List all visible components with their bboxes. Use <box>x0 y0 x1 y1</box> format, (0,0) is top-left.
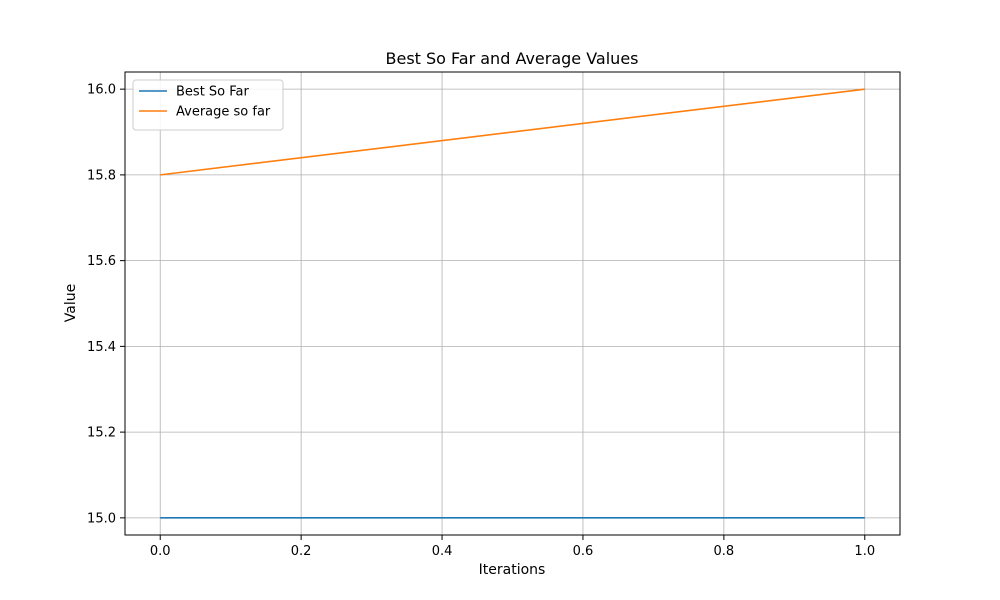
y-axis-label: Value <box>63 284 79 322</box>
series-line-2 <box>160 88 865 176</box>
series-lines <box>160 88 865 519</box>
x-tick-label: 0.6 <box>573 544 594 559</box>
chart-title: Best So Far and Average Values <box>386 49 639 68</box>
y-tick-label: 15.2 <box>87 426 116 441</box>
y-tick-label: 15.4 <box>87 340 116 355</box>
y-axis-ticks: 15.0 15.2 15.4 15.6 15.8 16.0 <box>87 83 125 526</box>
legend-label-2: Average so far <box>176 105 271 120</box>
x-axis-label: Iterations <box>479 562 546 578</box>
x-tick-label: 0.0 <box>150 544 171 559</box>
x-tick-label: 1.0 <box>854 544 875 559</box>
x-tick-label: 0.8 <box>714 544 735 559</box>
legend: Best So Far Average so far <box>132 79 284 131</box>
plot-area-frame <box>124 71 901 536</box>
x-tick-label: 0.4 <box>432 544 453 559</box>
x-axis-ticks: 0.0 0.2 0.4 0.6 0.8 1.0 <box>150 535 875 559</box>
y-tick-label: 16.0 <box>87 83 116 98</box>
y-tick-label: 15.0 <box>87 511 116 526</box>
y-tick-label: 15.8 <box>87 168 116 183</box>
legend-label-1: Best So Far <box>176 85 250 100</box>
x-tick-label: 0.2 <box>291 544 312 559</box>
y-tick-label: 15.6 <box>87 254 116 269</box>
legend-box <box>132 79 284 131</box>
